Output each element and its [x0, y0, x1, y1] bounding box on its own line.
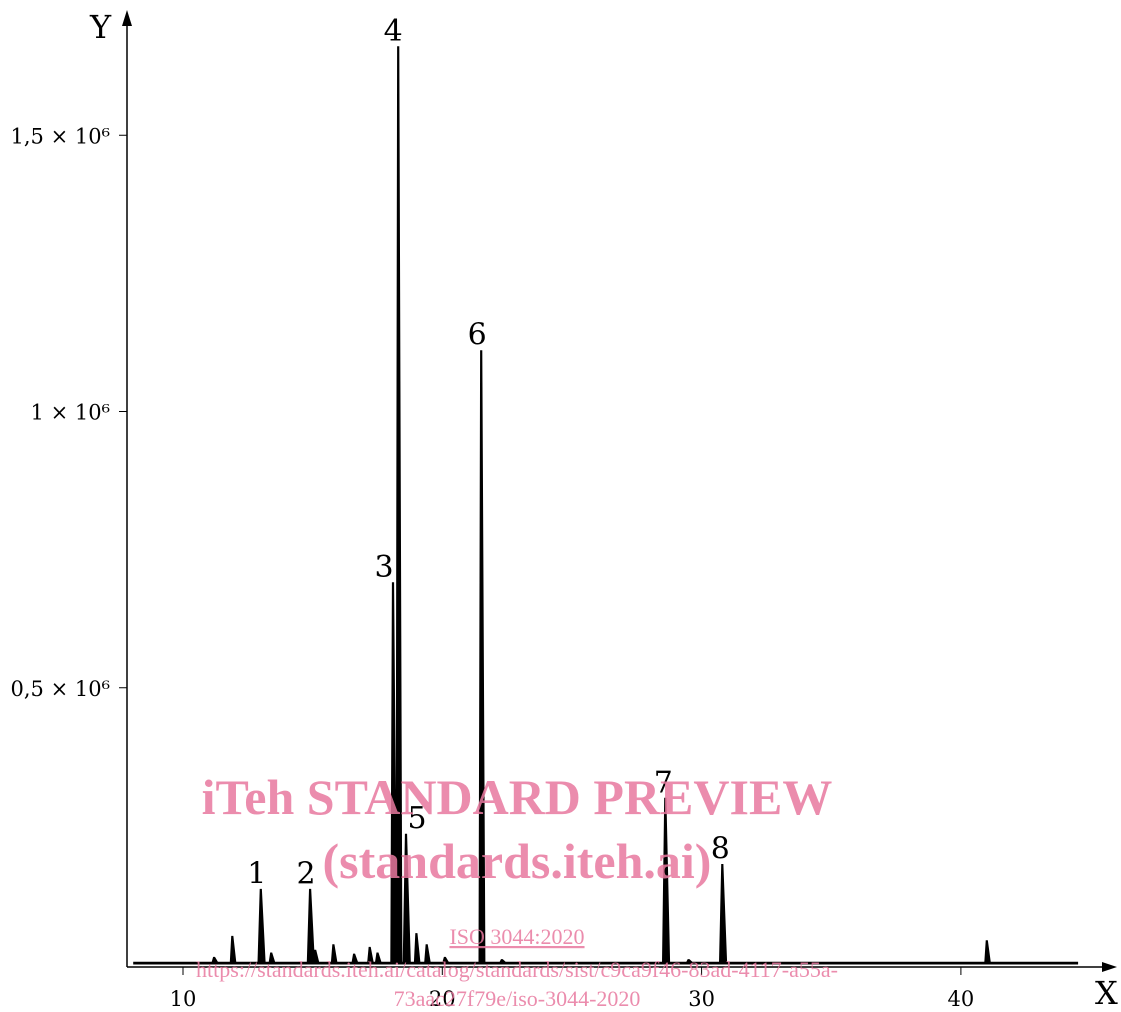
x-axis-title: X [1095, 974, 1118, 1012]
peak-label-4: 4 [384, 14, 403, 49]
peak-labels: 1 2 3 4 5 6 7 8 [247, 14, 730, 892]
y-axis-arrow [122, 10, 132, 26]
peak-label-5: 5 [407, 801, 426, 836]
watermark: iTeh STANDARD PREVIEW (standards.iteh.ai… [196, 769, 838, 1011]
x-tick-label: 10 [170, 987, 197, 1011]
x-tick-label: 30 [688, 987, 715, 1011]
watermark-title: iTeh STANDARD PREVIEW [202, 769, 833, 825]
chromatogram-trace [133, 46, 1079, 965]
peak-label-7: 7 [654, 765, 673, 800]
peak-label-6: 6 [468, 318, 487, 353]
peak-label-1: 1 [247, 856, 266, 891]
y-tick-label: 0,5 × 10⁶ [11, 677, 110, 701]
x-tick-label: 40 [948, 987, 975, 1011]
peak-label-2: 2 [297, 856, 316, 891]
watermark-url-line1[interactable]: https://standards.iteh.ai/catalog/standa… [196, 957, 838, 982]
watermark-subtitle: (standards.iteh.ai) [323, 833, 712, 889]
axes: X Y [89, 8, 1118, 1012]
x-ticks: 10 20 30 40 [170, 967, 975, 1011]
y-tick-label: 1,5 × 10⁶ [11, 124, 110, 148]
y-tick-label: 1 × 10⁶ [31, 401, 110, 425]
x-tick-label: 20 [429, 987, 456, 1011]
peak-label-8: 8 [711, 832, 730, 867]
y-ticks: 0,5 × 10⁶ 1 × 10⁶ 1,5 × 10⁶ [11, 124, 127, 701]
watermark-iso-link[interactable]: ISO 3044:2020 [449, 924, 584, 949]
peak-label-3: 3 [374, 550, 393, 585]
y-axis-title: Y [89, 8, 112, 46]
x-axis-arrow [1102, 962, 1117, 972]
watermark-url-line2[interactable]: 73aac27f79e/iso-3044-2020 [394, 986, 641, 1011]
